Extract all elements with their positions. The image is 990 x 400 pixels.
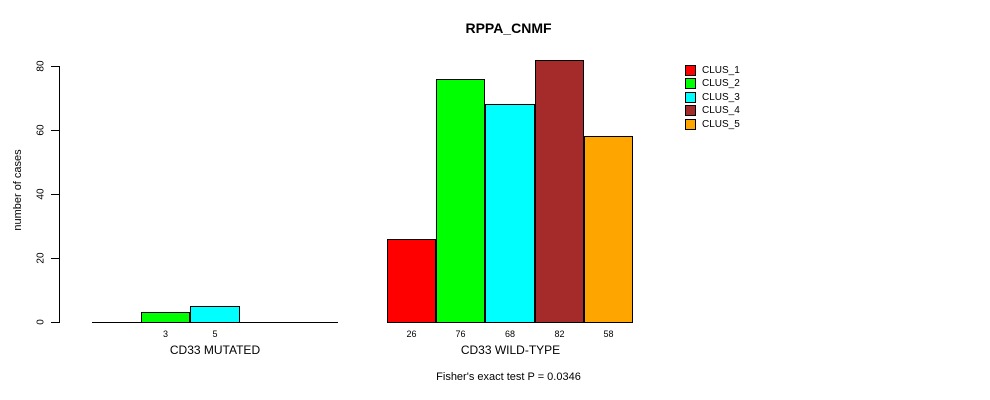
y-axis-line xyxy=(59,66,60,323)
x-axis-group-label-wildtype: CD33 WILD-TYPE xyxy=(460,343,561,357)
chart-title: RPPA_CNMF xyxy=(465,20,552,36)
bar-clus_2 xyxy=(141,312,190,323)
y-axis-tick xyxy=(51,257,59,259)
legend-label: CLUS_4 xyxy=(702,105,740,116)
legend-swatch-clus_1 xyxy=(685,65,696,76)
legend-label: CLUS_1 xyxy=(702,65,740,76)
legend-swatch-clus_2 xyxy=(685,78,696,89)
y-tick-label: 0 xyxy=(35,319,47,325)
bar-value-label: 5 xyxy=(212,329,218,339)
bar-clus_5 xyxy=(584,136,633,323)
y-tick-label: 80 xyxy=(35,60,47,72)
bar-clus_4 xyxy=(535,60,584,323)
bar-value-label: 3 xyxy=(162,329,168,339)
bar-value-label: 76 xyxy=(455,329,466,339)
legend-label: CLUS_2 xyxy=(702,78,740,89)
y-axis-tick xyxy=(51,65,59,67)
y-tick-label: 40 xyxy=(35,188,47,200)
x-axis-group-label-mutated: CD33 MUTATED xyxy=(169,343,261,357)
bar-value-label: 58 xyxy=(603,329,614,339)
bar-clus_1 xyxy=(387,239,436,323)
legend-label: CLUS_3 xyxy=(702,92,740,103)
bar-clus_3 xyxy=(190,306,240,323)
bar-value-label: 68 xyxy=(504,329,515,339)
y-axis-tick xyxy=(51,193,59,195)
bar-clus_3 xyxy=(485,104,535,323)
y-axis-label: number of cases xyxy=(12,149,24,231)
bar-clus_2 xyxy=(436,79,485,323)
annotation-text: Fisher's exact test P = 0.0346 xyxy=(436,371,581,383)
legend-swatch-clus_5 xyxy=(685,119,696,130)
legend-label: CLUS_5 xyxy=(702,119,740,130)
y-tick-label: 20 xyxy=(35,252,47,264)
legend-swatch-clus_4 xyxy=(685,105,696,116)
legend-swatch-clus_3 xyxy=(685,92,696,103)
y-axis-tick xyxy=(51,129,59,131)
y-axis-tick xyxy=(51,321,59,323)
bar-value-label: 82 xyxy=(554,329,565,339)
y-tick-label: 60 xyxy=(35,124,47,136)
bar-value-label: 26 xyxy=(406,329,417,339)
